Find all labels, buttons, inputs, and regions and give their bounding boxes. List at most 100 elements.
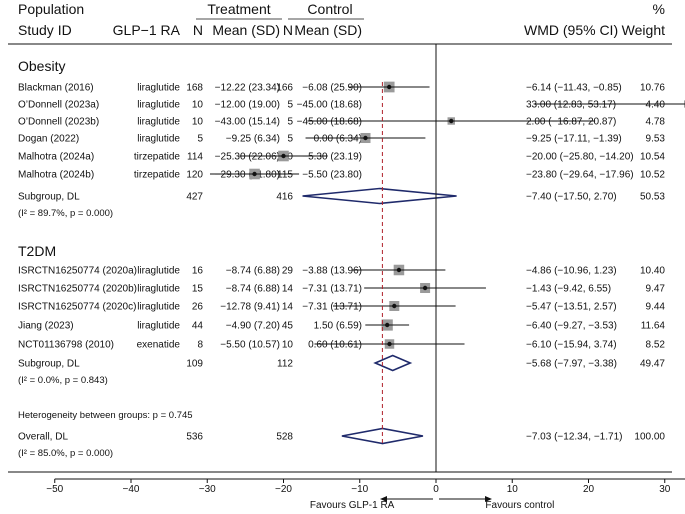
mean-treatment: −43.00 (15.14) [215, 117, 280, 128]
header-population: Population [18, 1, 84, 17]
x-tick-label: −20 [275, 484, 292, 495]
drug-label: liraglutide [137, 321, 180, 332]
mean-control: −3.88 (13.96) [302, 266, 362, 277]
point-estimate [281, 153, 286, 159]
mean-control: 0.60 (10.61) [308, 340, 362, 351]
drug-label: liraglutide [137, 83, 180, 94]
x-tick-label: −50 [46, 484, 63, 495]
wmd-ci: −5.47 (−13.51, 2.57) [526, 302, 617, 313]
point-estimate [252, 171, 257, 177]
n-treatment: 10 [192, 100, 204, 111]
wmd-ci: −1.43 (−9.42, 6.55) [526, 284, 611, 295]
point-estimate [392, 303, 397, 309]
mean-treatment: −9.25 (6.34) [226, 134, 280, 145]
mean-control: 1.50 (6.59) [314, 321, 362, 332]
mean-control: −45.00 (18.68) [297, 100, 362, 111]
t2dm-subgroup-diamond [373, 354, 413, 372]
obesity-heterogeneity: (I² = 89.7%, p = 0.000) [18, 208, 113, 219]
wmd-ci: −20.00 (−25.80, −14.20) [526, 152, 634, 163]
wmd-ci: −4.86 (−10.96, 1.23) [526, 266, 617, 277]
wmd-ci: 33.00 (12.83, 53.17) [526, 100, 616, 111]
mean-control: −7.31 (13.71) [302, 302, 362, 313]
x-tick-label: −10 [351, 484, 368, 495]
weight: 10.40 [640, 266, 665, 277]
point-estimate [449, 118, 454, 124]
arrow-left-head [380, 496, 387, 502]
n-treatment: 26 [192, 302, 204, 313]
study-label: Jiang (2023) [18, 321, 74, 332]
weight: 9.53 [646, 134, 666, 145]
n-treatment: 5 [197, 134, 203, 145]
study-label: ISRCTN16250774 (2020a) [18, 266, 137, 277]
overall-heterogeneity: (I² = 85.0%, p = 0.000) [18, 448, 113, 459]
n-control: 5 [287, 100, 293, 111]
favours-glp1-label: Favours GLP-1 RA [310, 500, 395, 511]
point-estimate [422, 285, 428, 291]
between-groups-heterogeneity: Heterogeneity between groups: p = 0.745 [18, 410, 193, 421]
header-study-id: Study ID [18, 22, 72, 38]
x-tick-label: 10 [507, 484, 519, 495]
wmd-ci: −9.25 (−17.11, −1.39) [526, 134, 622, 145]
n-treatment: 168 [186, 83, 203, 94]
n-control: 14 [282, 302, 294, 313]
weight: 11.64 [641, 321, 666, 332]
mean-control: −45.00 (18.68) [297, 117, 362, 128]
drug-label: liraglutide [137, 284, 180, 295]
mean-treatment: −25.30 (22.06) [215, 152, 280, 163]
obesity-subgroup-n-control: 416 [276, 192, 293, 203]
favours-control-label: Favours control [485, 500, 554, 511]
t2dm-subgroup-label: Subgroup, DL [18, 359, 80, 370]
t2dm-subgroup-weight: 49.47 [640, 359, 665, 370]
overall-weight: 100.00 [634, 432, 665, 443]
drug-label: liraglutide [137, 117, 180, 128]
study-label: Malhotra (2024b) [18, 170, 94, 181]
header-mean-control: Mean (SD) [294, 22, 362, 38]
n-treatment: 15 [192, 284, 204, 295]
t2dm-subgroup-n-treatment: 109 [186, 359, 203, 370]
mean-treatment: −12.22 (23.34) [215, 83, 280, 94]
t2dm-subgroup-n-control: 112 [277, 359, 293, 370]
mean-control: −7.31 (13.71) [302, 284, 362, 295]
study-label: Dogan (2022) [18, 134, 79, 145]
n-control: 14 [282, 284, 294, 295]
n-treatment: 114 [187, 152, 203, 163]
study-label: ISRCTN16250774 (2020c) [18, 302, 136, 313]
n-control: 45 [282, 321, 294, 332]
drug-label: liraglutide [137, 100, 180, 111]
header-weight: Weight [622, 22, 665, 38]
header-treatment: Treatment [207, 1, 270, 17]
point-estimate [363, 135, 368, 141]
header-control: Control [307, 1, 352, 17]
mean-treatment: −4.90 (7.20) [226, 321, 280, 332]
n-treatment: 120 [186, 170, 203, 181]
n-control: 5 [287, 134, 293, 145]
mean-treatment: −12.78 (9.41) [220, 302, 280, 313]
point-estimate [396, 267, 402, 273]
obesity-subgroup-label: Subgroup, DL [18, 192, 80, 203]
drug-label: exenatide [137, 340, 181, 351]
n-treatment: 8 [197, 340, 203, 351]
mean-control: −5.50 (23.80) [302, 170, 362, 181]
x-tick-label: −30 [199, 484, 216, 495]
mean-treatment: −29.30 (21.80) [215, 170, 280, 181]
x-tick-label: 30 [659, 484, 671, 495]
overall-n-control: 528 [276, 432, 293, 443]
header-percent: % [653, 1, 665, 17]
section-t2dm: T2DM [18, 243, 56, 259]
weight: 8.52 [646, 340, 666, 351]
n-control: 166 [276, 83, 293, 94]
wmd-ci: −6.40 (−9.27, −3.53) [526, 321, 617, 332]
wmd-ci: 2.00 (−16.87, 20.87) [526, 117, 616, 128]
mean-control: −5.30 (23.19) [302, 152, 362, 163]
study-label: NCT01136798 (2010) [18, 340, 114, 351]
x-tick-label: 20 [583, 484, 595, 495]
point-estimate [386, 84, 392, 90]
header-drug: GLP−1 RA [113, 22, 181, 38]
overall-n-treatment: 536 [186, 432, 203, 443]
drug-label: liraglutide [137, 302, 180, 313]
mean-treatment: −8.74 (6.88) [226, 284, 280, 295]
drug-label: tirzepatide [134, 152, 181, 163]
wmd-ci: −6.14 (−11.43, −0.85) [526, 83, 622, 94]
point-estimate [387, 341, 392, 347]
